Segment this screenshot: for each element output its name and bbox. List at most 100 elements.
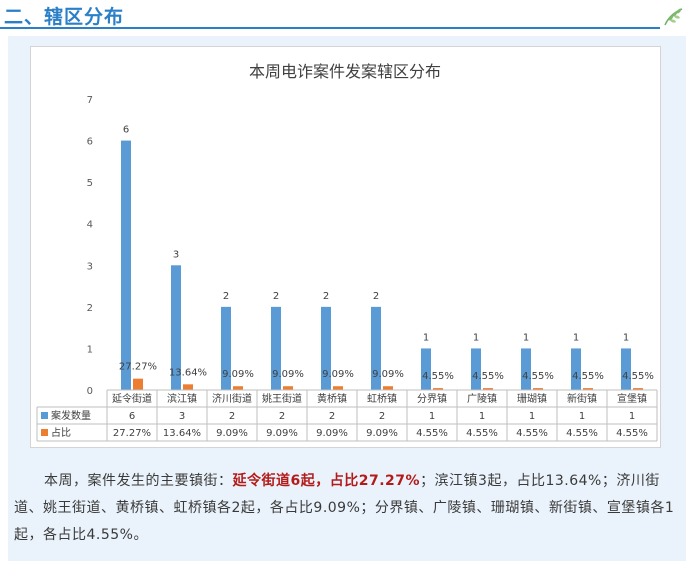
data-label-ratio: 4.55% [422, 371, 454, 382]
data-label-ratio: 13.64% [169, 367, 207, 378]
y-tick-label: 7 [87, 95, 93, 106]
bar-ratio [183, 384, 193, 390]
bar-chart: 本周电诈案件发案辖区分布 0 1 2 3 4 5 6 7 6 27.27% 3 13.64% 2 9.09%… [36, 62, 658, 442]
table-cell-value: 1 [629, 411, 635, 422]
bar-ratio [583, 388, 593, 390]
data-label-count: 2 [273, 291, 279, 302]
chart-container: 本周电诈案件发案辖区分布 0 1 2 3 4 5 6 7 6 27.27% 3 13.64% 2 9.09%… [30, 46, 661, 448]
table-cell-value: 6 [129, 411, 135, 422]
legend-series-name: 案发数量 [51, 409, 91, 422]
legend-swatch [41, 429, 48, 436]
data-label-count: 6 [123, 125, 129, 136]
data-label-count: 2 [323, 291, 329, 302]
table-cell-value: 1 [429, 411, 435, 422]
bar-ratio [433, 388, 443, 390]
bar-count [371, 306, 381, 390]
table-cell-value: 4.55% [466, 428, 498, 439]
data-label-ratio: 4.55% [622, 371, 654, 382]
data-label-count: 2 [373, 291, 379, 302]
y-tick-label: 2 [87, 303, 93, 314]
table-cell-value: 3 [179, 411, 185, 422]
y-tick-label: 0 [87, 386, 93, 397]
table-cell-value: 13.64% [163, 428, 201, 439]
category-label: 珊瑚镇 [517, 392, 547, 405]
data-label-ratio: 9.09% [372, 369, 404, 380]
y-tick-label: 5 [87, 178, 93, 189]
bar-ratio [283, 386, 293, 390]
summary-text-1: 本周，案件发生的主要镇街： [44, 473, 233, 489]
category-label: 延令街道 [112, 392, 152, 405]
y-tick-label: 6 [87, 137, 93, 148]
bar-count [121, 140, 131, 390]
leaf-decoration-icon [664, 8, 683, 26]
y-tick-label: 1 [87, 344, 93, 355]
data-label-count: 1 [473, 332, 479, 343]
table-cell-value: 4.55% [566, 428, 598, 439]
data-label-count: 1 [573, 332, 579, 343]
bar-count [221, 306, 231, 390]
bar-count [521, 348, 531, 390]
table-cell-value: 1 [579, 411, 585, 422]
data-label-ratio: 27.27% [119, 362, 157, 373]
data-label-count: 1 [423, 332, 429, 343]
category-label: 济川街道 [212, 392, 252, 405]
category-label: 黄桥镇 [317, 392, 347, 405]
legend-series-name: 占比 [51, 426, 71, 439]
bar-ratio [633, 388, 643, 390]
category-label: 新街镇 [567, 392, 597, 405]
data-label-ratio: 4.55% [572, 371, 604, 382]
section-header: 二、辖区分布 [0, 0, 694, 30]
category-label: 姚王街道 [262, 392, 302, 405]
category-label: 虹桥镇 [367, 392, 397, 405]
bar-count [171, 265, 181, 390]
table-cell-value: 9.09% [366, 428, 398, 439]
data-label-count: 2 [223, 291, 229, 302]
y-tick-label: 3 [87, 261, 93, 272]
data-label-count: 3 [173, 249, 179, 260]
summary-highlight: 延令街道6起，占比27.27% [232, 473, 421, 489]
bar-ratio [233, 386, 243, 390]
bar-ratio [383, 386, 393, 390]
bar-ratio [133, 378, 143, 390]
category-label: 滨江镇 [167, 392, 197, 405]
table-cell-value: 2 [279, 411, 285, 422]
table-cell-value: 4.55% [516, 428, 548, 439]
data-label-ratio: 4.55% [522, 371, 554, 382]
category-label: 宣堡镇 [617, 392, 647, 405]
table-cell-value: 4.55% [416, 428, 448, 439]
section-title: 二、辖区分布 [4, 6, 125, 28]
data-label-ratio: 9.09% [322, 369, 354, 380]
data-label-ratio: 9.09% [222, 369, 254, 380]
table-cell-value: 1 [529, 411, 535, 422]
bar-count [271, 306, 281, 390]
bar-count [621, 348, 631, 390]
bar-ratio [533, 388, 543, 390]
bar-count [321, 306, 331, 390]
bar-ratio [333, 386, 343, 390]
table-cell-value: 1 [479, 411, 485, 422]
bar-count [571, 348, 581, 390]
y-tick-label: 4 [87, 220, 93, 231]
data-label-count: 1 [623, 332, 629, 343]
summary-paragraph: 本周，案件发生的主要镇街：延令街道6起，占比27.27%；滨江镇3起，占比13.… [14, 468, 678, 549]
table-cell-value: 2 [329, 411, 335, 422]
chart-title: 本周电诈案件发案辖区分布 [249, 62, 441, 81]
table-cell-value: 4.55% [616, 428, 648, 439]
data-label-ratio: 4.55% [472, 371, 504, 382]
bar-ratio [483, 388, 493, 390]
category-label: 分界镇 [417, 392, 447, 405]
bar-count [421, 348, 431, 390]
summary-text-2: ；滨江镇3起，占比13.64%；济川街道、姚王街道、黄桥镇、虹桥镇各2起，各占比… [14, 473, 675, 543]
table-cell-value: 2 [229, 411, 235, 422]
data-label-count: 1 [523, 332, 529, 343]
table-cell-value: 9.09% [266, 428, 298, 439]
table-cell-value: 9.09% [316, 428, 348, 439]
table-cell-value: 27.27% [113, 428, 151, 439]
table-cell-value: 2 [379, 411, 385, 422]
bar-count [471, 348, 481, 390]
header-underline [0, 27, 660, 29]
table-cell-value: 9.09% [216, 428, 248, 439]
legend-swatch [41, 412, 48, 419]
data-label-ratio: 9.09% [272, 369, 304, 380]
category-label: 广陵镇 [467, 392, 497, 405]
